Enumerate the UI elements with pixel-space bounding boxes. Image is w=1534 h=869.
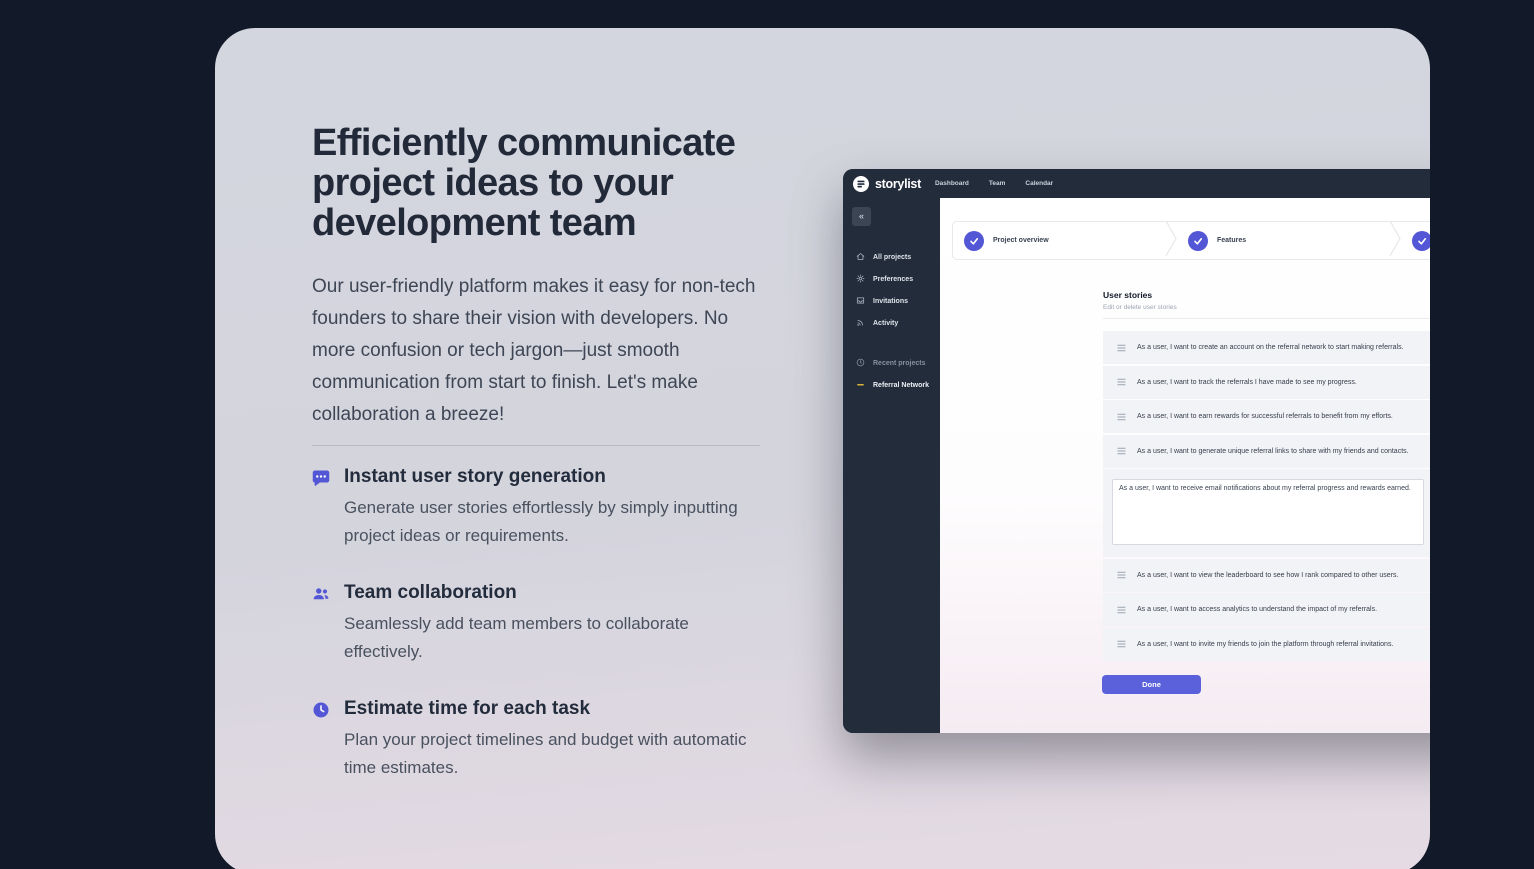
feature-title: Team collaboration xyxy=(344,582,517,603)
home-icon xyxy=(856,248,865,266)
story-text: As a user, I want to create an account o… xyxy=(1137,344,1404,351)
sidebar-item-label: Recent projects xyxy=(873,359,926,367)
sidebar-collapse-button[interactable]: « xyxy=(852,207,871,226)
storylist-logo-icon xyxy=(853,175,869,192)
story-row[interactable]: As a user, I want to track the referrals… xyxy=(1103,365,1430,399)
story-text: As a user, I want to generate unique ref… xyxy=(1137,447,1409,455)
sidebar-item-preferences[interactable]: Preferences xyxy=(843,268,940,290)
page-title-line: project ideas to your xyxy=(312,162,674,204)
app-main: Project overview Features xyxy=(940,198,1430,733)
check-circle-icon xyxy=(1188,230,1208,251)
story-text: As a user, I want to access analytics to… xyxy=(1137,606,1378,613)
step-project-overview[interactable]: Project overview xyxy=(953,230,1165,251)
sidebar-item-referral-network[interactable]: Referral Network xyxy=(843,374,940,396)
feature-title: Instant user story generation xyxy=(344,466,606,487)
drag-handle-icon[interactable] xyxy=(1117,339,1126,357)
check-circle-icon xyxy=(964,230,984,251)
story-row[interactable]: As a user, I want to invite my friends t… xyxy=(1103,627,1430,661)
story-text: As a user, I want to track the referrals… xyxy=(1137,378,1357,386)
drag-handle-icon[interactable] xyxy=(1117,635,1126,653)
stories-section-subtitle: Edit or delete user stories xyxy=(1103,304,1177,311)
feature-description: Plan your project timelines and budget w… xyxy=(344,730,747,777)
sidebar-item-label: Invitations xyxy=(873,297,909,305)
divider xyxy=(312,445,760,446)
nav-dashboard[interactable]: Dashboard xyxy=(934,180,969,187)
step-label: Project overview xyxy=(993,237,1049,244)
story-row[interactable]: As a user, I want to create an account o… xyxy=(1103,331,1430,364)
sidebar-item-all-projects[interactable]: All projects xyxy=(843,246,940,268)
drag-handle-icon[interactable] xyxy=(1117,566,1126,584)
sidebar-item-invitations[interactable]: Invitations xyxy=(843,290,940,312)
app-screenshot: storylist Dashboard Team Calendar « All … xyxy=(843,169,1430,733)
story-text: As a user, I want to invite my friends t… xyxy=(1137,640,1394,648)
story-text: As a user, I want to earn rewards for su… xyxy=(1137,413,1393,420)
team-icon xyxy=(312,585,330,603)
feature-item-time-estimates: Estimate time for each task Plan your pr… xyxy=(312,698,752,782)
brand: storylist xyxy=(853,175,921,192)
story-row[interactable]: As a user, I want to earn rewards for su… xyxy=(1103,400,1430,433)
step-third[interactable] xyxy=(1401,230,1430,251)
sidebar-item-label: All projects xyxy=(873,253,912,261)
done-button[interactable]: Done xyxy=(1102,675,1201,694)
nav-team[interactable]: Team xyxy=(988,180,1006,187)
story-row-editing: As a user, I want to receive email notif… xyxy=(1103,469,1430,557)
chat-bubble-icon xyxy=(312,469,330,487)
clock-icon xyxy=(312,701,330,719)
activity-icon xyxy=(856,314,865,332)
drag-handle-icon[interactable] xyxy=(1117,442,1126,460)
dash-icon xyxy=(856,376,865,394)
story-row[interactable]: As a user, I want to access analytics to… xyxy=(1103,593,1430,626)
sidebar-item-label: Activity xyxy=(873,319,899,327)
story-row[interactable]: As a user, I want to view the leaderboar… xyxy=(1103,558,1430,592)
sidebar-item-recent-projects[interactable]: Recent projects xyxy=(843,352,940,374)
app-header: storylist Dashboard Team Calendar xyxy=(843,169,1430,198)
inbox-icon xyxy=(856,292,865,310)
drag-handle-icon[interactable] xyxy=(1117,601,1126,619)
page-title-line: Efficiently communicate xyxy=(312,122,736,164)
sidebar-item-activity[interactable]: Activity xyxy=(843,312,940,334)
feature-card: Efficiently communicate project ideas to… xyxy=(215,28,1430,869)
feature-title: Estimate time for each task xyxy=(344,698,591,719)
check-circle-icon xyxy=(1412,230,1430,251)
clock-icon xyxy=(856,354,865,372)
step-label: Features xyxy=(1217,237,1247,244)
chevron-right-icon xyxy=(1389,222,1401,259)
story-text: As a user, I want to view the leaderboar… xyxy=(1137,571,1399,579)
sidebar-item-label: Preferences xyxy=(873,275,914,283)
feature-description: Generate user stories effortlessly by si… xyxy=(344,498,738,545)
hero-paragraph: Our user-friendly platform makes it easy… xyxy=(312,276,756,425)
gear-icon xyxy=(856,270,865,288)
page-title-line: development team xyxy=(312,202,637,244)
page-title: Efficiently communicate project ideas to… xyxy=(312,123,782,243)
chevron-right-icon xyxy=(1165,222,1177,259)
stories-section-title: User stories xyxy=(1103,290,1153,300)
feature-item-team-collaboration: Team collaboration Seamlessly add team m… xyxy=(312,582,752,666)
drag-handle-icon[interactable] xyxy=(1117,373,1126,391)
story-row[interactable]: As a user, I want to generate unique ref… xyxy=(1103,434,1430,468)
app-nav: Dashboard Team Calendar xyxy=(935,180,1053,187)
app-sidebar: « All projects Preferences Invitations A… xyxy=(843,198,940,733)
divider xyxy=(1103,318,1430,319)
sidebar-item-label: Referral Network xyxy=(873,381,930,389)
feature-description: Seamlessly add team members to collabora… xyxy=(344,614,689,661)
feature-item-user-story-generation: Instant user story generation Generate u… xyxy=(312,466,752,550)
nav-calendar[interactable]: Calendar xyxy=(1025,180,1054,187)
user-stories-list: As a user, I want to create an account o… xyxy=(1103,331,1430,662)
step-features[interactable]: Features xyxy=(1177,230,1389,251)
drag-handle-icon[interactable] xyxy=(1117,408,1126,426)
stepper: Project overview Features xyxy=(952,221,1430,260)
story-edit-textarea[interactable]: As a user, I want to receive email notif… xyxy=(1112,479,1424,545)
brand-name: storylist xyxy=(875,176,921,191)
